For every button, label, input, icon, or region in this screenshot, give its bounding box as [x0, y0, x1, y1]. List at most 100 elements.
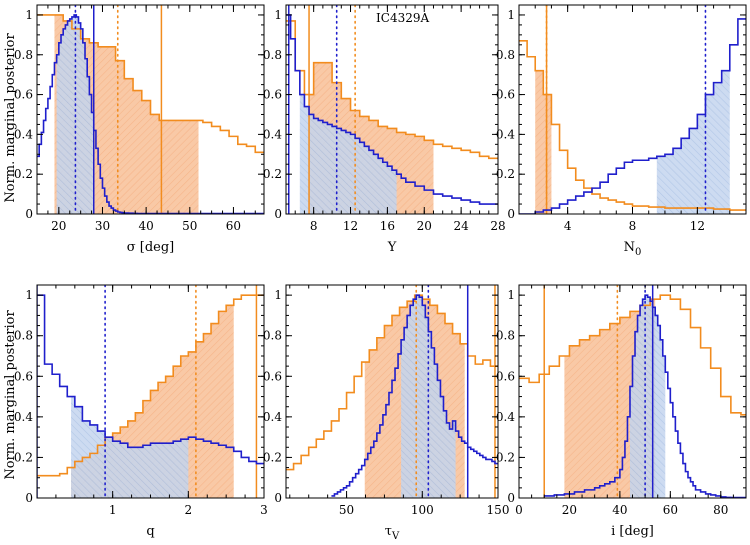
- y-tick-label: 0.2: [496, 450, 515, 464]
- y-tick-label: 0.6: [263, 369, 282, 383]
- panel-i: 0 0.2 0.4 0.6 0.8 1 0 20 40 60 80 i [deg]: [496, 284, 747, 539]
- y-tick-label: 0: [507, 207, 515, 221]
- blue-credible-region: [656, 70, 730, 214]
- y-tick-label: 0.2: [14, 167, 33, 181]
- x-axis-label: τV: [385, 524, 400, 542]
- x-tick-label: 100: [411, 503, 434, 517]
- y-tick-label: 0.4: [496, 127, 515, 141]
- blue-histogram-line: [37, 14, 264, 214]
- y-tick-label: 0.6: [496, 88, 515, 102]
- x-axis-label: N0: [624, 240, 642, 258]
- plot-area: [37, 5, 264, 214]
- y-axis-label-bottom: Norm. marginal posterior: [3, 310, 18, 480]
- orange-histogram-line: [286, 20, 498, 160]
- blue-histogram-line: [37, 294, 264, 465]
- y-tick-label: 0.2: [263, 167, 282, 181]
- object-name-annotation: IC4329A: [376, 11, 429, 25]
- y-tick-label: 0.4: [263, 127, 282, 141]
- x-tick-label: 8: [310, 219, 318, 233]
- panel-Y: 0 0.2 0.4 0.6 0.8 1 8 12 16 20 24 28 Y IC4329A: [263, 4, 506, 255]
- y-tick-label: 0.4: [14, 127, 33, 141]
- y-tick-label: 0.8: [14, 329, 33, 343]
- y-tick-label: 0.8: [263, 48, 282, 62]
- y-tick-label: 0.6: [263, 88, 282, 102]
- panel-q: 0 0.2 0.4 0.6 0.8 1 1 2 3 q: [14, 284, 268, 539]
- x-tick-label: 80: [713, 503, 728, 517]
- y-tick-label: 1: [507, 8, 515, 22]
- y-tick-label: 0.8: [263, 329, 282, 343]
- panel-frame: [285, 4, 499, 215]
- x-tick-label: 0: [515, 503, 523, 517]
- x-tick-label: 150: [487, 503, 510, 517]
- blue-histogram-line: [519, 18, 746, 214]
- x-tick-label: 20: [417, 219, 432, 233]
- x-tick-label: 16: [380, 219, 395, 233]
- x-tick-label: 12: [690, 219, 705, 233]
- orange-histogram-line: [37, 14, 264, 154]
- x-tick-label: 20: [51, 219, 66, 233]
- plot-area: [519, 5, 746, 214]
- x-tick-label: 8: [629, 219, 637, 233]
- y-tick-label: 1: [274, 288, 282, 302]
- y-axis-label-top: Norm. marginal posterior: [3, 33, 18, 203]
- y-tick-label: 0: [274, 491, 282, 505]
- x-tick-label: 2: [185, 503, 193, 517]
- orange-histogram-line: [37, 294, 264, 477]
- y-tick-label: 0.2: [14, 450, 33, 464]
- blue-credible-region: [299, 94, 397, 214]
- y-tick-label: 0.4: [14, 410, 33, 424]
- x-tick-label: 50: [339, 503, 354, 517]
- plot-area: [286, 5, 498, 214]
- x-tick-label: 40: [138, 219, 153, 233]
- y-tick-label: 1: [507, 288, 515, 302]
- y-tick-label: 0.2: [496, 167, 515, 181]
- panel-frame: [36, 4, 265, 215]
- panel-sigma: 0 0.2 0.4 0.6 0.8 1 20 30 40 50 60 σ [deg]: [14, 4, 265, 255]
- y-tick-label: 1: [25, 8, 33, 22]
- y-tick-label: 1: [25, 288, 33, 302]
- x-tick-label: 28: [490, 219, 505, 233]
- x-tick-label: 12: [343, 219, 358, 233]
- y-tick-label: 0: [507, 491, 515, 505]
- x-tick-label: 24: [453, 219, 469, 233]
- y-tick-label: 0.4: [496, 410, 515, 424]
- x-axis-label: σ [deg]: [127, 240, 175, 255]
- x-axis-label: Y: [387, 240, 397, 255]
- orange-histogram-line: [286, 294, 498, 471]
- y-tick-label: 0.4: [263, 410, 282, 424]
- plot-area: [519, 285, 746, 498]
- orange-histogram-line: [519, 40, 746, 211]
- orange-histogram-line: [519, 294, 746, 416]
- y-tick-label: 0: [25, 207, 33, 221]
- y-tick-label: 0.8: [496, 329, 515, 343]
- y-tick-label: 0.8: [496, 48, 515, 62]
- y-tick-label: 0.6: [496, 369, 515, 383]
- x-tick-label: 50: [182, 219, 197, 233]
- x-tick-label: 1: [109, 503, 117, 517]
- panel-frame: [285, 284, 499, 499]
- x-tick-label: 3: [260, 503, 268, 517]
- x-tick-label: 40: [612, 503, 627, 517]
- blue-histogram-line: [286, 14, 498, 205]
- panel-N0: 0 0.2 0.4 0.6 0.8 1 4 8 12 N0: [496, 4, 747, 258]
- y-tick-label: 0.8: [14, 48, 33, 62]
- x-tick-label: 20: [562, 503, 577, 517]
- y-tick-label: 0.6: [14, 369, 33, 383]
- x-tick-label: 60: [226, 219, 241, 233]
- plot-area: [37, 285, 264, 498]
- y-tick-label: 0: [25, 491, 33, 505]
- x-tick-label: 30: [95, 219, 110, 233]
- x-axis-label: i [deg]: [611, 524, 654, 539]
- orange-credible-region: [535, 70, 552, 214]
- y-tick-label: 1: [274, 8, 282, 22]
- x-tick-label: 4: [564, 219, 572, 233]
- x-axis-label-subscript: 0: [635, 247, 641, 258]
- blue-credible-region: [629, 295, 666, 498]
- y-tick-label: 0: [274, 207, 282, 221]
- blue-histogram-line: [544, 294, 746, 498]
- x-axis-label: q: [146, 524, 154, 539]
- x-axis-label-subscript: V: [391, 531, 400, 542]
- x-tick-label: 60: [663, 503, 678, 517]
- y-tick-label: 0.6: [14, 88, 33, 102]
- plot-area: [286, 285, 498, 498]
